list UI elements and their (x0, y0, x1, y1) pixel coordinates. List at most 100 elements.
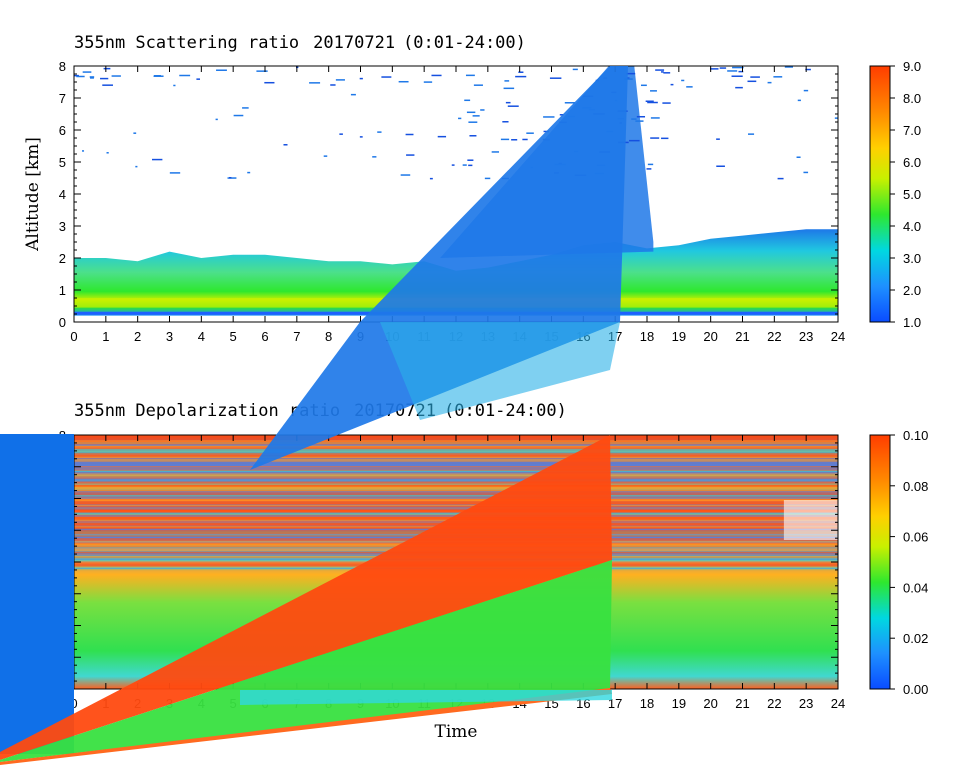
scattering-speck (247, 171, 251, 174)
depolarization-stripe (74, 481, 838, 485)
depolarization-stripe (74, 493, 838, 496)
scattering-speck (629, 139, 640, 142)
depolarization-stripe (74, 445, 838, 447)
scattering-speck (627, 77, 630, 79)
scattering-speck (491, 151, 500, 153)
colorbar-tick-label: 0.10 (903, 428, 928, 443)
scattering-speck (559, 114, 564, 116)
scattering-speck (650, 90, 657, 92)
x-tick-label: 20 (703, 329, 717, 344)
y-tick-label: 6 (59, 123, 66, 138)
scattering-speck (323, 155, 328, 157)
scattering-y-axis: 0 1 2 3 4 5 6 7 8 (59, 59, 838, 330)
scattering-speck (515, 75, 527, 78)
x-tick-label: 22 (767, 329, 781, 344)
colorbar-tick-label: 2.0 (903, 283, 921, 298)
scattering-speck (805, 68, 811, 71)
colorbar-tick-label: 5.0 (903, 187, 921, 202)
scattering-speck (803, 171, 809, 174)
scattering-speck (76, 75, 85, 78)
scattering-speck (82, 150, 85, 152)
colorbar-tick-label: 1.0 (903, 315, 921, 330)
scattering-speck (686, 86, 693, 88)
scattering-speck (90, 77, 94, 79)
blue-streak-artefact (250, 66, 628, 470)
scattering-speck (335, 79, 345, 81)
scattering-speck (103, 67, 111, 70)
scattering-speck (647, 163, 654, 166)
scattering-speck (738, 70, 744, 73)
x-tick-label: 6 (261, 329, 268, 344)
scattering-speck (465, 74, 475, 77)
scattering-speck (468, 121, 478, 123)
x-tick-label: 23 (799, 696, 813, 711)
scattering-speck (518, 71, 524, 73)
y-tick-label: 8 (59, 59, 66, 74)
scattering-speck (89, 76, 95, 78)
x-tick-label: 8 (325, 329, 332, 344)
y-tick-label: 7 (59, 91, 66, 106)
x-tick-label: 18 (640, 329, 654, 344)
scattering-speck (767, 81, 772, 84)
depolarization-stripe (74, 494, 838, 497)
y-tick-label: 5 (59, 155, 66, 170)
scattering-speck (423, 81, 433, 83)
scattering-speck (381, 76, 392, 78)
scattering-speck (309, 82, 321, 84)
scattering-speck (732, 66, 744, 69)
scattering-speck (624, 78, 633, 80)
scattering-speck (709, 68, 719, 70)
scattering-speck (400, 174, 411, 176)
scattering-speck (650, 137, 660, 139)
scattering-speck (472, 115, 480, 117)
x-tick-label: 21 (735, 696, 749, 711)
scattering-speck (500, 138, 510, 141)
depolarization-gap (783, 500, 838, 540)
scattering-speck (797, 99, 801, 102)
depolarization-stripe (74, 504, 838, 506)
x-tick-label: 2 (134, 329, 141, 344)
scattering-speck (635, 120, 644, 122)
scattering-speck (505, 101, 511, 104)
x-tick-label: 7 (293, 329, 300, 344)
scattering-speck (173, 84, 176, 87)
depolarization-stripe (74, 499, 838, 502)
depolarization-stripe (74, 478, 838, 482)
depolarization-stripe (74, 475, 838, 479)
scattering-speck (242, 107, 249, 109)
scattering-speck (406, 154, 415, 156)
scattering-speck (719, 67, 727, 69)
x-tick-label: 0 (70, 329, 77, 344)
scattering-speck (473, 84, 483, 86)
depolarization-stripe (74, 512, 838, 516)
blue-block-artefact (0, 434, 74, 754)
scattering-speck (549, 77, 562, 79)
scattering-speck (359, 136, 363, 138)
scattering-speck (504, 80, 510, 82)
x-tick-label: 21 (735, 329, 749, 344)
scattering-speck (431, 74, 442, 77)
scattering-title: 355nm Scattering ratio 20170721 (0:01-24:0… (74, 33, 526, 53)
depolarization-stripe (74, 470, 838, 473)
scattering-speck (647, 101, 658, 104)
colorbar-tick-label: 3.0 (903, 251, 921, 266)
scattering-speck (640, 84, 647, 87)
scattering-speck (464, 99, 471, 102)
scattering-speck (777, 177, 784, 180)
scattering-colorbar-scale (869, 65, 891, 323)
scattering-speck (196, 78, 201, 80)
depolarization-stripe (74, 446, 838, 449)
orange-fan-edge-artefact (0, 688, 612, 765)
scattering-speck (74, 74, 79, 77)
scattering-speck (543, 116, 555, 118)
colorbar-tick-label: 0.04 (903, 580, 928, 595)
scattering-speck (650, 117, 660, 119)
depolarization-stripe (74, 443, 838, 447)
y-tick-label: 3 (59, 219, 66, 234)
depolarization-stripe (74, 484, 838, 487)
scattering-speck (502, 121, 509, 123)
colorbar-tick-label: 8.0 (903, 91, 921, 106)
depolarization-stripe (74, 441, 838, 445)
depolarization-stripe (74, 455, 838, 457)
